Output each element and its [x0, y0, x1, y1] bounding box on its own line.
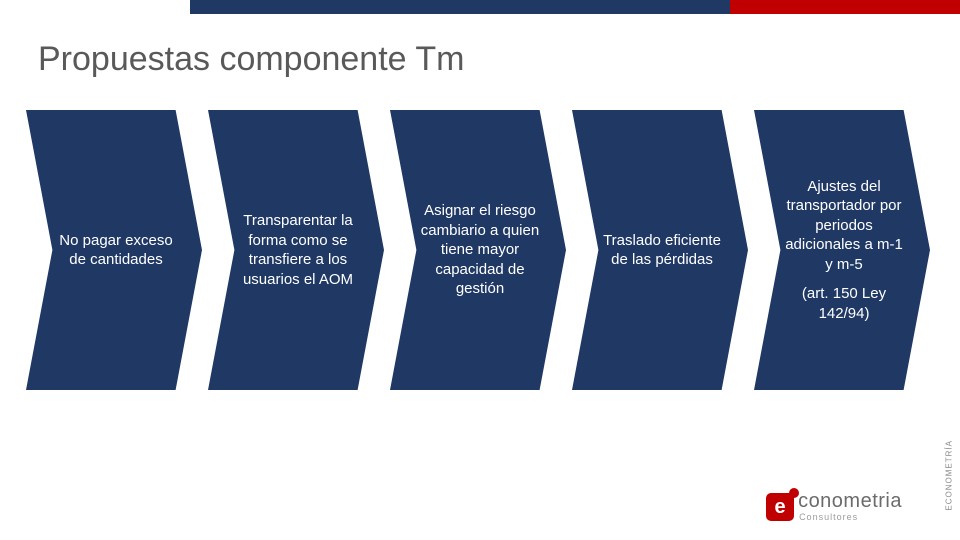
chevron-item: Traslado eficiente de las pérdidas — [572, 110, 748, 390]
chevron-item: Transparentar la forma como se transfier… — [208, 110, 384, 390]
chevron-item: No pagar exceso de cantidades — [26, 110, 202, 390]
chevron-text: No pagar exceso de cantidades — [26, 231, 202, 270]
side-stamp: ECONOMETRÍA — [945, 440, 954, 511]
chevron-text-sub: (art. 150 Ley 142/94) — [784, 284, 904, 323]
chevron-row: No pagar exceso de cantidades Transparen… — [26, 110, 930, 390]
logo-text-block: conometria Consultores — [798, 491, 902, 522]
chevron-text: Ajustes del transportador por periodos a… — [754, 177, 930, 324]
chevron-text: Asignar el riesgo cambiario a quien tien… — [390, 201, 566, 299]
logo-word: conometria — [798, 491, 902, 511]
slide-title: Propuestas componente Tm — [38, 40, 465, 79]
footer-logo: e conometria Consultores — [766, 491, 902, 522]
chevron-text-main: Ajustes del transportador por periodos a… — [785, 178, 903, 273]
chevron-item: Asignar el riesgo cambiario a quien tien… — [390, 110, 566, 390]
logo-mark: e — [766, 493, 794, 521]
top-bar-navy — [190, 0, 730, 14]
chevron-text: Traslado eficiente de las pérdidas — [572, 231, 748, 270]
chevron-item: Ajustes del transportador por periodos a… — [754, 110, 930, 390]
logo-subtitle: Consultores — [799, 513, 902, 522]
top-bar — [190, 0, 960, 14]
chevron-text: Transparentar la forma como se transfier… — [208, 211, 384, 289]
top-bar-red — [730, 0, 960, 14]
